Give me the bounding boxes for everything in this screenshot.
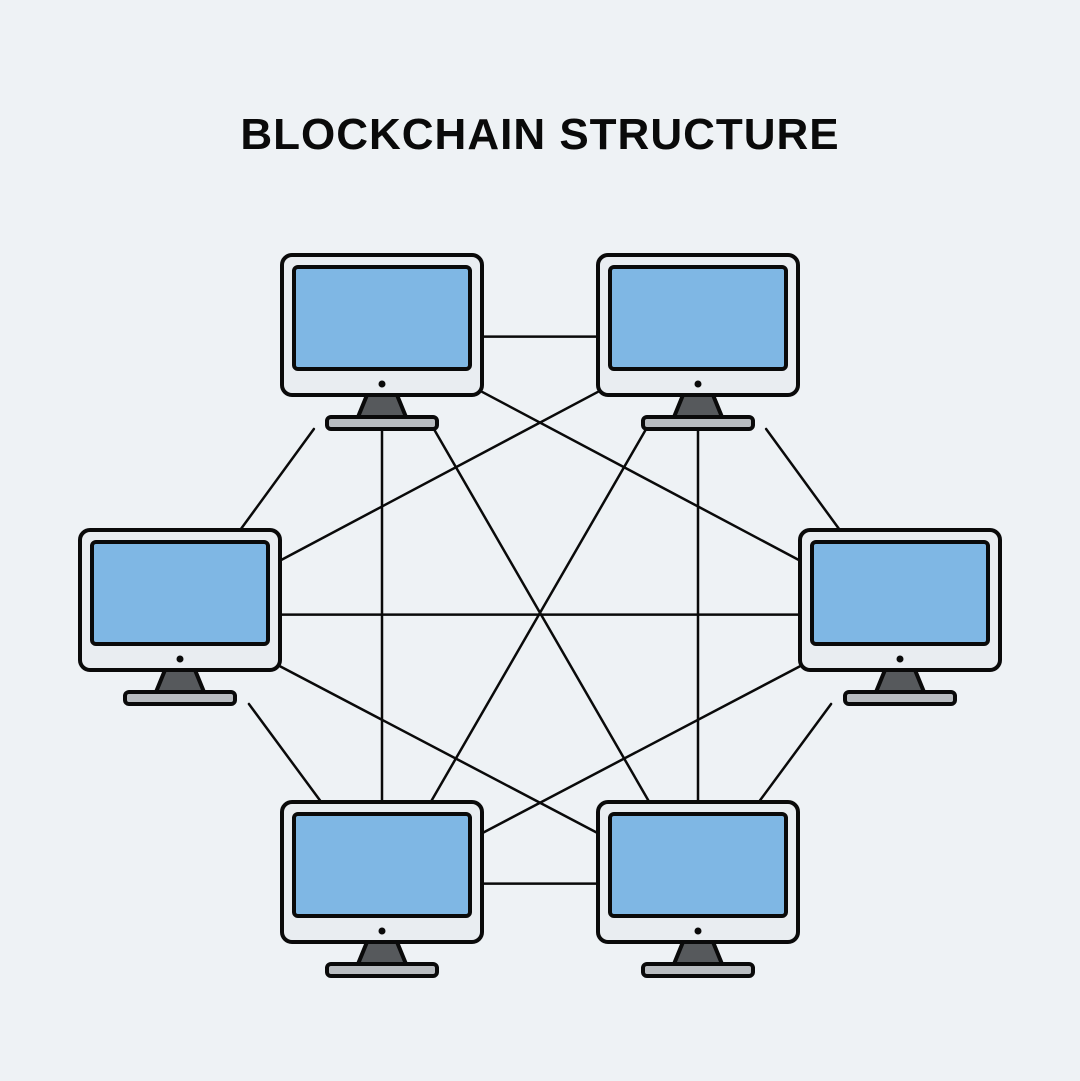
network-edge (249, 704, 321, 802)
network-diagram (0, 0, 1080, 1081)
network-edge (240, 429, 314, 530)
computer-node-icon (282, 802, 482, 976)
computer-node-icon (80, 530, 280, 704)
computer-node-icon (598, 802, 798, 976)
computer-node-icon (598, 255, 798, 429)
diagram-canvas: BLOCKCHAIN STRUCTURE (0, 0, 1080, 1081)
network-edge (759, 704, 831, 802)
network-edge (766, 429, 840, 530)
computer-node-icon (282, 255, 482, 429)
computer-node-icon (800, 530, 1000, 704)
